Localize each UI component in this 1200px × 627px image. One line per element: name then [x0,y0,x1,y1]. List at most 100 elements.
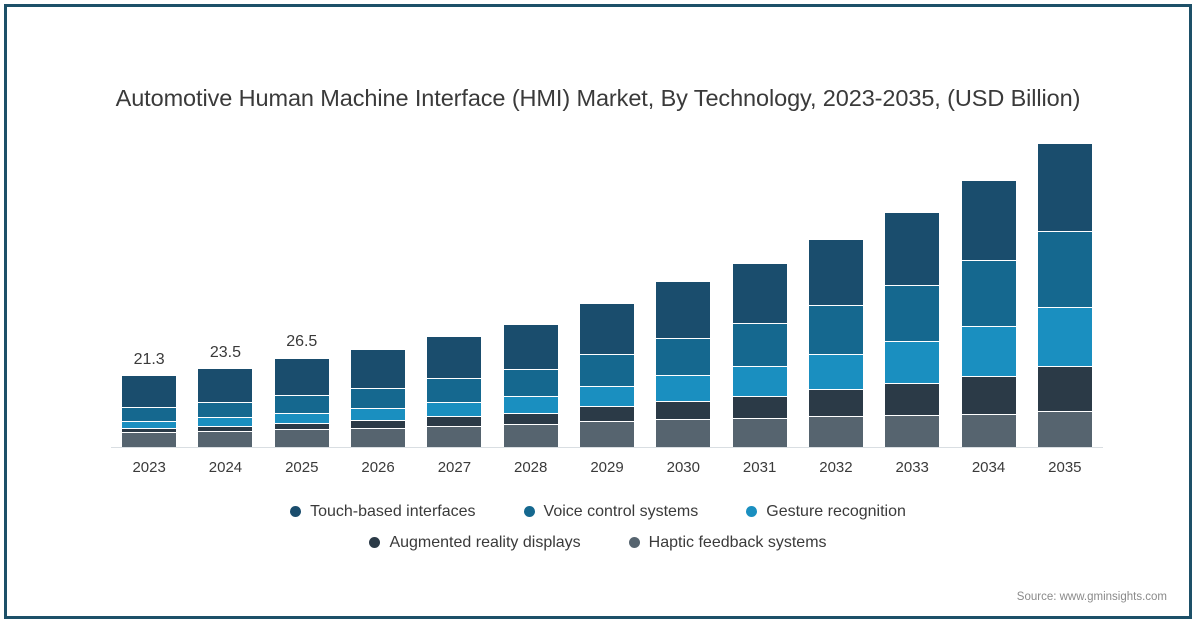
bar-segment [656,376,711,402]
x-axis-tick-2023: 2023 [132,459,166,476]
bar-segment [122,376,177,408]
bar-segment [808,240,863,307]
bar-value-label: 23.5 [209,343,242,361]
x-axis-tick-2028: 2028 [514,459,548,476]
bar-segment [1037,367,1092,412]
bar-segment [1037,232,1092,309]
bar-segment [274,395,329,414]
plot-area [111,127,1103,448]
bar-2027[interactable] [427,336,482,448]
bar-segment [198,418,253,427]
chart-legend: Touch-based interfaces Voice control syst… [7,496,1189,558]
legend-label: Gesture recognition [766,502,906,520]
bar-segment [274,423,329,431]
bar-segment [732,366,787,397]
bar-segment [580,355,634,387]
bar-segment [427,427,482,448]
bar-segment [1037,411,1092,448]
bar-segment [503,396,558,414]
bar-2035[interactable] [1037,143,1092,448]
bar-segment [961,414,1016,448]
legend-label: Touch-based interfaces [310,502,476,520]
bar-segment [808,306,863,355]
legend-item[interactable]: Voice control systems [523,502,699,521]
x-axis-tick-2034: 2034 [971,459,1006,476]
legend-item[interactable]: Touch-based interfaces [290,502,476,521]
bar-segment [351,409,406,421]
bar-segment [274,413,329,424]
bar-segment [885,384,940,416]
chart-frame: Automotive Human Machine Interface (HMI)… [4,4,1192,619]
bar-2023[interactable] [122,376,177,448]
bar-segment [656,338,711,377]
x-axis-tick-2033: 2033 [895,459,929,476]
legend-label: Voice control systems [543,502,699,520]
x-axis-tick-2030: 2030 [666,459,700,476]
bar-segment [122,421,177,429]
bar-segment [1037,143,1092,233]
bar-segment [961,377,1016,415]
bar-segment [427,402,482,418]
bar-segment [351,428,406,448]
bar-segment [885,342,940,385]
bar-2029[interactable] [580,304,634,448]
legend-swatch-icon [523,506,535,517]
bar-segment [122,428,177,433]
axis-baseline [111,447,1103,448]
source-attribution: Source: www.gminsights.com [1016,591,1167,603]
bar-segment [580,422,634,448]
x-axis-tick-2026: 2026 [361,459,395,476]
bar-segment [503,413,558,426]
bar-2026[interactable] [351,350,406,448]
bar-segment [961,261,1016,328]
bar-segment [656,401,711,421]
bar-value-label: 21.3 [133,351,165,369]
bar-segment [427,379,482,403]
bar-segment [732,396,787,419]
legend-item[interactable]: Augmented reality displays [369,534,581,552]
bar-segment [198,368,253,403]
bar-segment [122,432,177,448]
bar-2033[interactable] [885,213,940,448]
bar-value-label: 26.5 [286,333,318,351]
bar-segment [732,418,787,448]
bar-segment [732,324,787,367]
bar-segment [885,415,940,448]
bar-2030[interactable] [656,282,711,448]
bar-2032[interactable] [808,240,863,448]
bar-segment [580,304,634,356]
bar-segment [656,420,711,448]
bar-segment [808,390,863,417]
legend-swatch-icon [746,506,758,517]
bar-segment [808,354,863,391]
bar-segment [808,416,863,448]
bar-segment [580,386,634,408]
x-axis-tick-2031: 2031 [742,459,777,476]
x-axis-tick-2032: 2032 [819,459,853,476]
bar-segment [503,425,558,448]
bar-segment [732,263,787,325]
bar-segment [656,282,711,339]
bar-segment [503,370,558,397]
bar-2031[interactable] [732,263,787,448]
legend-label: Haptic feedback systems [648,533,827,551]
page-title: Automotive Human Machine Interface (HMI)… [115,85,1081,111]
bar-segment [580,407,634,423]
bar-segment [885,285,940,343]
bar-2028[interactable] [503,324,558,448]
x-axis-tick-2029: 2029 [590,459,624,476]
x-axis-tick-2027: 2027 [437,459,472,476]
legend-item[interactable]: Gesture recognition [746,503,906,521]
bar-segment [198,426,253,432]
x-axis-tick-2035: 2035 [1048,459,1082,476]
legend-row-1: Touch-based interfaces Voice control syst… [7,496,1189,527]
bar-2034[interactable] [961,181,1016,448]
bar-2025[interactable] [274,358,329,448]
legend-item[interactable]: Haptic feedback systems [628,533,827,552]
bar-segment [351,420,406,429]
bar-segment [198,431,253,448]
bar-segment [198,402,253,419]
bar-segment [427,417,482,428]
bar-2024[interactable] [198,368,253,448]
x-axis-tick-2025: 2025 [285,459,319,476]
